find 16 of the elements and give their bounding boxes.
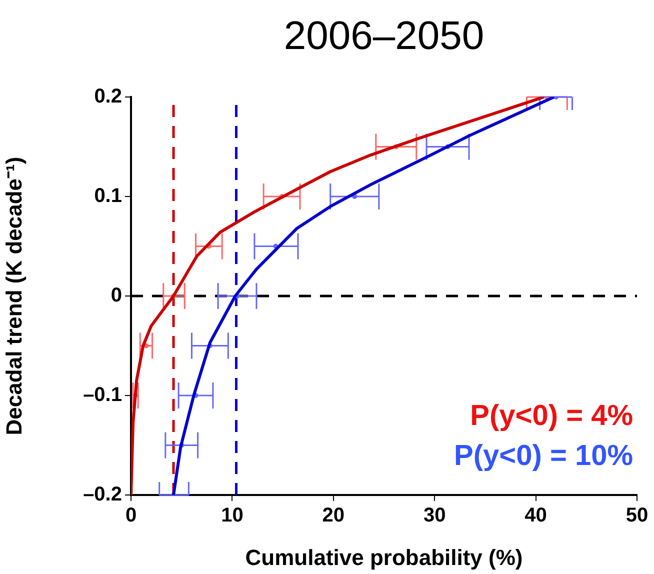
x-tick-label: 10	[221, 504, 244, 527]
chart-title: 2006–2050	[284, 14, 484, 58]
x-tick-label: 20	[322, 504, 345, 527]
y-tick-label: 0.1	[94, 185, 122, 208]
y-tick-label: 0.2	[94, 86, 122, 108]
y-tick-label: 0	[110, 284, 122, 307]
y-axis-title: Decadal trend (K decade⁻¹)	[1, 156, 26, 436]
y-tick-label: –0.2	[83, 484, 122, 506]
x-tick-label: 50	[626, 504, 648, 527]
x-tick-label: 0	[125, 504, 137, 527]
x-tick-label: 40	[524, 504, 547, 527]
y-tick-label: –0.1	[83, 384, 122, 406]
annotation: P(y<0) = 10%	[454, 440, 634, 472]
x-axis-title: Cumulative probability (%)	[245, 544, 523, 570]
x-tick-label: 30	[423, 504, 446, 527]
annotation: P(y<0) = 4%	[470, 400, 634, 432]
